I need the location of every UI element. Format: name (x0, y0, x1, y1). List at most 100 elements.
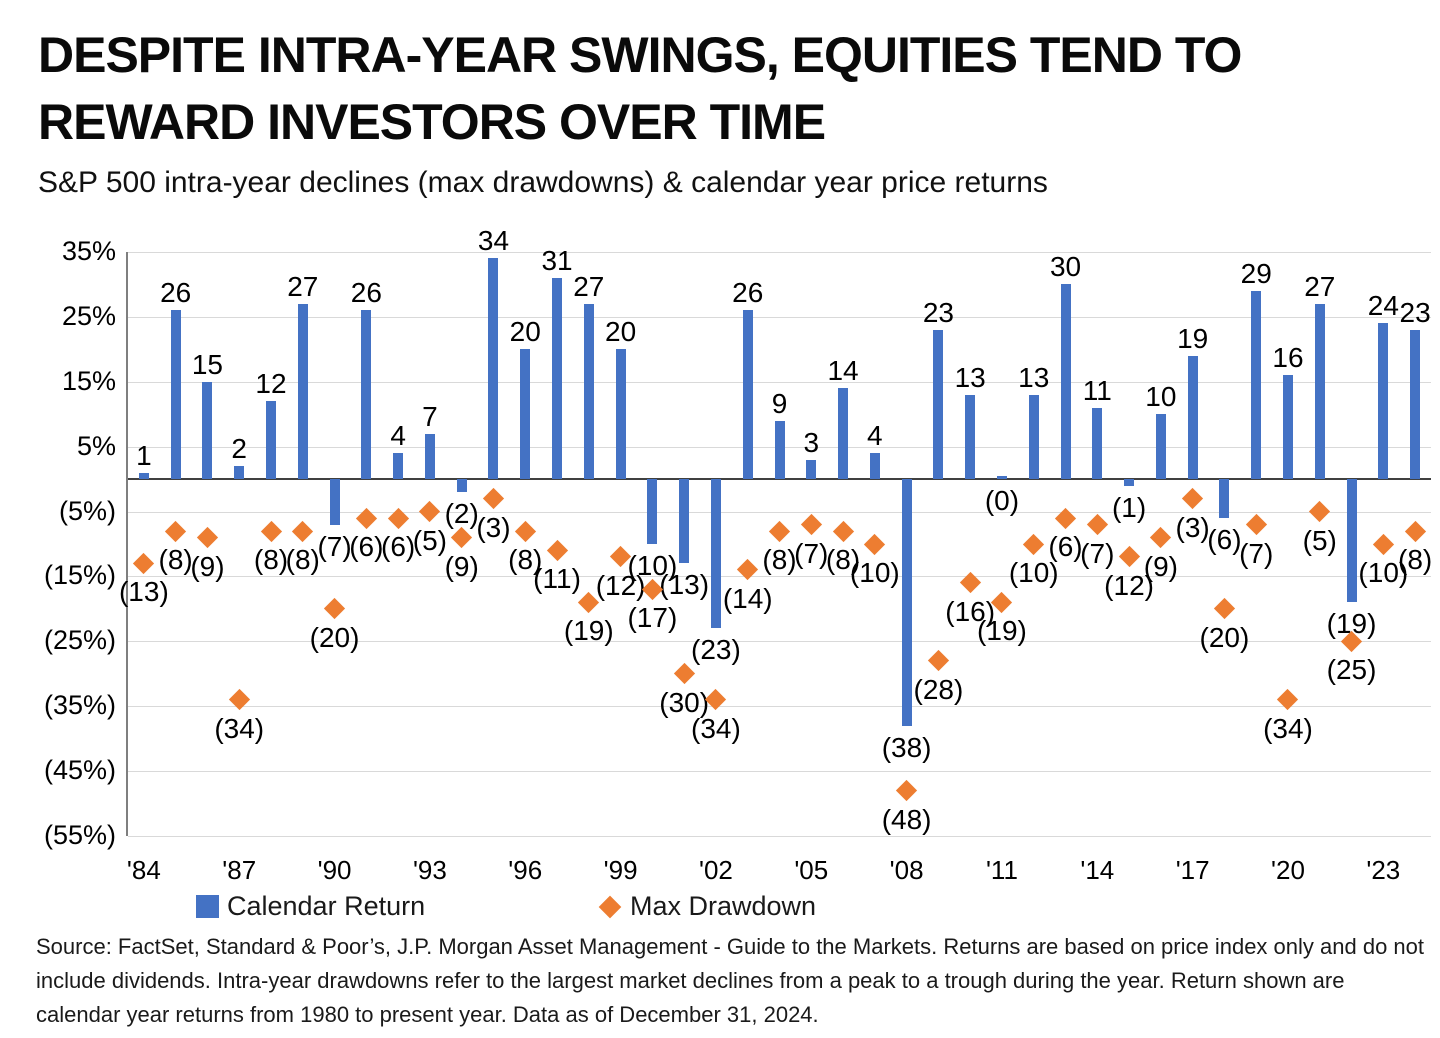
drawdown-diamond (419, 500, 441, 523)
drawdown-value-label: (16) (945, 595, 996, 627)
return-bar (552, 277, 563, 480)
return-value-label: 13 (1018, 361, 1050, 393)
return-value-label: 27 (1304, 270, 1336, 302)
return-bar (647, 479, 658, 544)
gridline (128, 706, 1431, 708)
drawdown-value-label: (8) (825, 544, 861, 576)
return-bar (838, 388, 849, 480)
drawdown-value-label: (20) (1199, 621, 1250, 653)
drawdown-diamond (1086, 513, 1108, 536)
x-tick-label: '84 (126, 855, 161, 885)
return-value-label: (10) (627, 550, 678, 581)
chart-subtitle: S&P 500 intra-year declines (max drawdow… (38, 166, 1048, 199)
return-bar (1155, 414, 1166, 480)
return-bar (1124, 479, 1135, 486)
return-bar (996, 476, 1007, 480)
drawdown-value-label: (14) (722, 582, 773, 614)
return-bar (1060, 284, 1071, 480)
drawdown-diamond (927, 650, 949, 672)
drawdown-diamond (260, 520, 282, 542)
drawdown-value-label: (9) (190, 550, 225, 582)
return-bar (202, 381, 213, 480)
return-bar (170, 310, 181, 480)
return-bar (1282, 375, 1293, 480)
return-bar (679, 479, 690, 564)
return-bar (1251, 290, 1262, 480)
drawdown-diamond (1118, 546, 1140, 568)
source-note: Source: FactSet, Standard & Poor’s, J.P.… (36, 934, 1424, 1027)
drawdown-value-label: (6) (349, 531, 384, 563)
drawdown-value-label: (48) (881, 803, 932, 835)
return-bar (1092, 407, 1103, 480)
drawdown-value-label: (5) (412, 524, 448, 556)
gridline (128, 381, 1431, 383)
return-value-label: 30 (1049, 251, 1082, 283)
drawdown-value-label: (30) (659, 686, 710, 718)
drawdown-diamond (1404, 520, 1426, 542)
drawdown-diamond (323, 598, 346, 620)
drawdown-value-label: (7) (794, 537, 829, 569)
x-tick-label: '99 (603, 855, 638, 885)
return-value-label: (7) (317, 530, 352, 562)
y-tick-label: (45%) (43, 755, 116, 786)
return-bar (1028, 394, 1039, 480)
drawdown-value-label: (6) (381, 531, 416, 563)
return-value-label: 19 (1177, 322, 1209, 354)
return-bar (329, 479, 340, 525)
return-bar (1410, 329, 1421, 480)
drawdown-diamond (482, 487, 505, 510)
drawdown-diamond (546, 539, 568, 562)
drawdown-value-label: (19) (977, 615, 1027, 647)
legend-item-calendar-return: Calendar Return (196, 891, 425, 922)
legend-label-calendar-return: Calendar Return (227, 891, 426, 921)
x-tick-label: '87 (222, 855, 257, 885)
return-bar (774, 420, 785, 480)
gridline (128, 511, 1431, 513)
return-bar (1314, 303, 1325, 480)
drawdown-diamond (1309, 500, 1331, 523)
x-tick-label: '96 (508, 855, 543, 885)
return-value-label: 11 (1082, 374, 1112, 406)
drawdown-value-label: (19) (563, 615, 614, 647)
return-value-label: (38) (881, 731, 932, 763)
return-bar (742, 310, 753, 480)
drawdown-diamond (1182, 487, 1204, 510)
drawdown-diamond (768, 520, 791, 542)
legend-label-max-drawdown: Max Drawdown (630, 891, 817, 921)
gridline (128, 576, 1431, 578)
drawdown-value-label: (9) (1143, 550, 1178, 582)
return-value-label: (1) (1111, 491, 1147, 523)
return-value-label: 23 (922, 296, 954, 328)
return-value-label: 4 (867, 420, 883, 452)
gridline (128, 316, 1431, 318)
return-value-label: 16 (1272, 342, 1304, 374)
gridline (128, 641, 1431, 643)
y-axis-line (126, 252, 128, 836)
drawdown-value-label: (3) (476, 511, 511, 543)
x-tick-label: '14 (1080, 855, 1115, 885)
return-bar (1378, 323, 1389, 480)
drawdown-value-label: (13) (118, 576, 169, 608)
return-bar (710, 479, 721, 629)
drawdown-diamond (800, 513, 822, 536)
drawdown-diamond (292, 520, 314, 542)
return-bar (361, 310, 372, 480)
drawdown-diamond (1372, 533, 1394, 555)
drawdown-value-label: (10) (849, 557, 900, 588)
return-value-label: (13) (659, 569, 710, 601)
return-value-label: 27 (287, 270, 319, 302)
drawdown-value-label: (17) (627, 602, 678, 634)
return-value-label: 3 (803, 426, 820, 458)
drawdown-value-label: (8) (158, 544, 193, 576)
drawdown-value-label: (34) (214, 712, 265, 744)
y-tick-label: 5% (76, 430, 116, 461)
drawdown-diamond (1023, 533, 1045, 555)
y-tick-label: (15%) (43, 560, 116, 591)
drawdown-value-label: (7) (1239, 537, 1274, 569)
return-value-label: 15 (191, 348, 224, 380)
return-value-label: 23 (1399, 296, 1431, 328)
return-value-label: 20 (509, 316, 541, 348)
drawdown-diamond (1150, 526, 1172, 549)
gridline (128, 252, 1431, 253)
return-value-label: (0) (984, 485, 1020, 517)
